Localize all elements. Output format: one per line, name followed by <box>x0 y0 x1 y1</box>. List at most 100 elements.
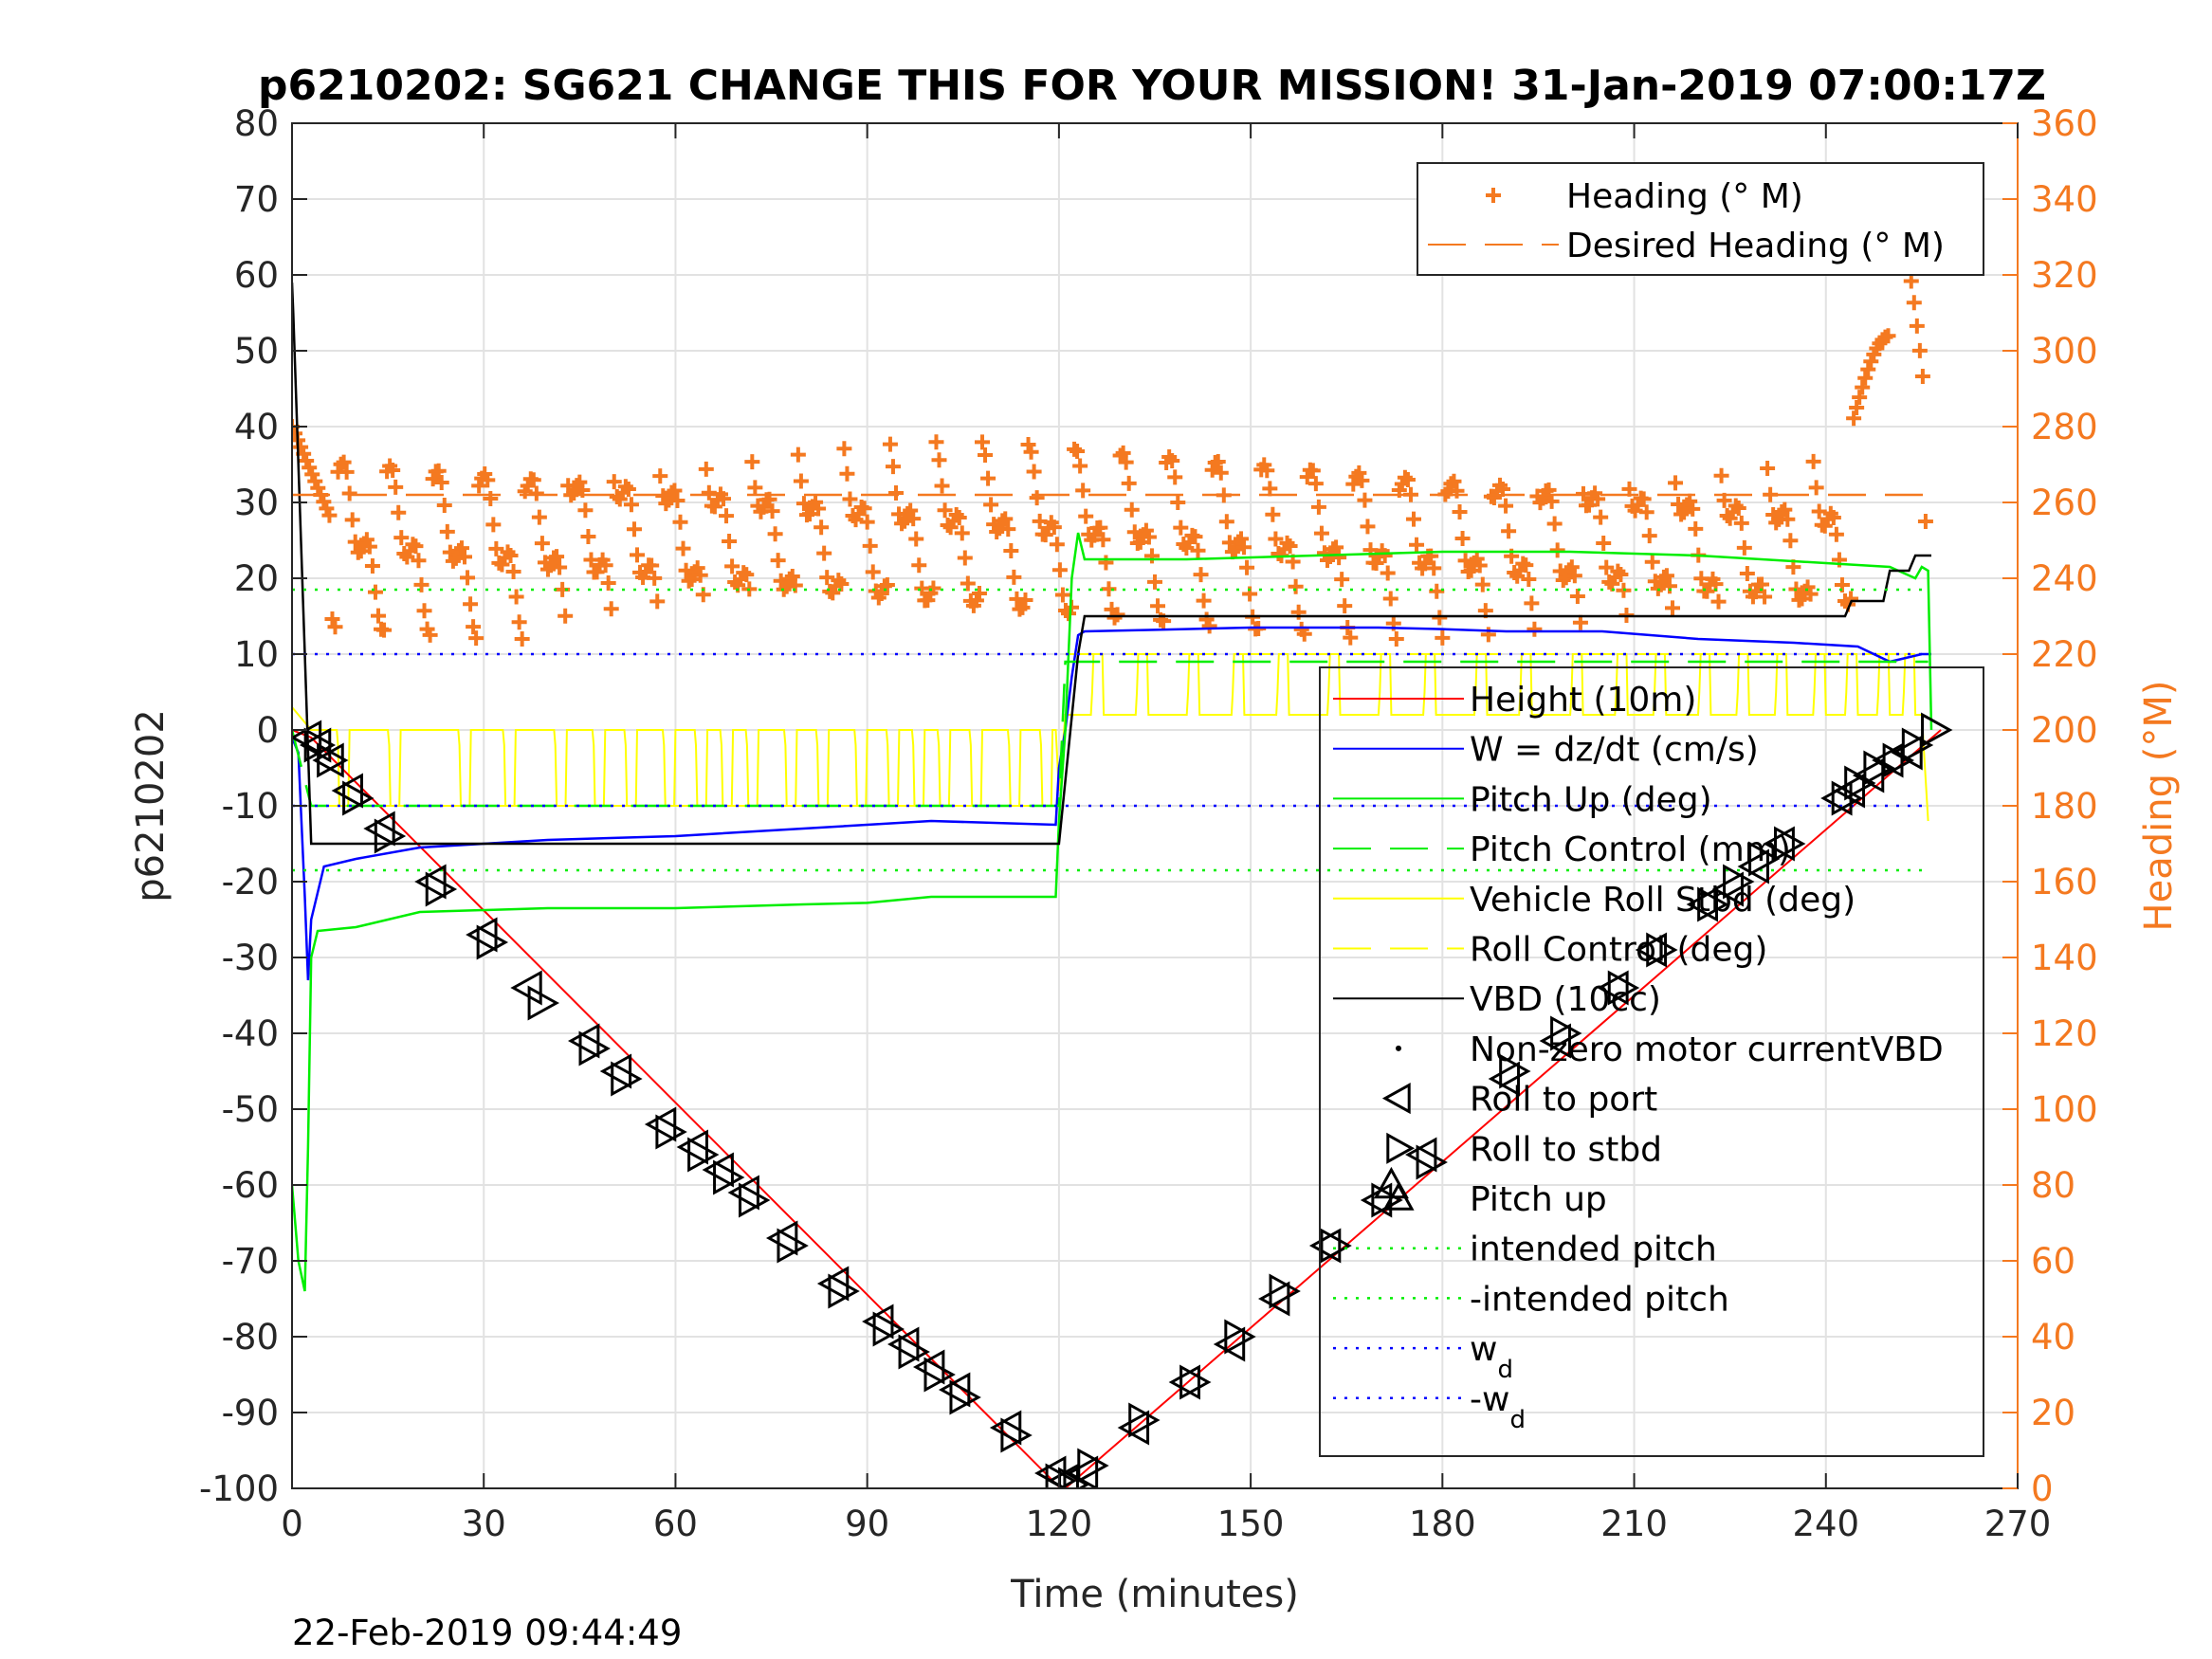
heading-point <box>1173 520 1189 536</box>
heading-point <box>1593 509 1609 525</box>
heading-point <box>353 543 369 559</box>
heading-point <box>920 592 936 609</box>
heading-point <box>1305 463 1321 479</box>
heading-point <box>376 622 393 638</box>
heading-point <box>1581 497 1598 513</box>
roll-to-port-marker <box>599 1053 632 1089</box>
roll-to-port-marker <box>862 1304 894 1340</box>
heading-point <box>925 580 941 596</box>
heading-point <box>1143 548 1160 564</box>
heading-point <box>321 507 338 523</box>
heading-point <box>453 540 469 556</box>
roll-to-stbd-marker <box>1269 1273 1301 1309</box>
y-tick-label: -60 <box>222 1165 279 1206</box>
y2-tick-label: 200 <box>2031 710 2098 751</box>
y-tick-label: -30 <box>222 938 279 978</box>
heading-point <box>978 447 994 463</box>
heading-point <box>1524 595 1540 611</box>
y2-tick-label: 140 <box>2031 938 2098 978</box>
y-tick-label: -70 <box>222 1241 279 1282</box>
heading-point <box>1555 573 1571 589</box>
legend-main-label: VBD (10cc) <box>1470 980 1661 1019</box>
y-tick-label: -50 <box>222 1089 279 1130</box>
roll-to-stbd-marker <box>342 780 375 816</box>
heading-point <box>1638 504 1654 520</box>
heading-point <box>485 517 502 533</box>
heading-point <box>558 608 574 624</box>
heading-point <box>1549 542 1565 558</box>
heading-point <box>1426 560 1442 576</box>
heading-point <box>422 627 438 643</box>
heading-point <box>577 502 594 519</box>
legend-heading-label: Heading (° M) <box>1566 177 1803 216</box>
heading-point <box>1860 361 1876 377</box>
heading-point <box>1661 578 1677 594</box>
heading-point <box>1234 531 1249 547</box>
heading-point <box>471 478 487 494</box>
heading-point <box>1075 483 1091 499</box>
heading-point <box>1150 598 1166 614</box>
heading-point <box>336 454 352 470</box>
heading-point <box>1526 621 1543 637</box>
heading-point <box>903 502 919 519</box>
right-axis: 3603403203002802602402202001801601401201… <box>2002 103 2098 1509</box>
heading-point <box>897 513 913 529</box>
heading-point <box>1544 493 1560 509</box>
heading-point <box>1435 629 1451 646</box>
heading-point <box>1665 600 1680 616</box>
heading-point <box>1006 569 1022 585</box>
series-pitch-control-mm <box>292 660 1929 808</box>
roll-to-port-marker <box>1168 1364 1200 1400</box>
roll-to-stbd-marker <box>1882 742 1915 778</box>
y2-tick-label: 300 <box>2031 331 2098 372</box>
heading-point <box>1782 533 1799 549</box>
heading-point <box>724 558 740 574</box>
legend-main-label: Pitch Control (mm) <box>1470 830 1791 869</box>
heading-point <box>483 491 499 507</box>
heading-point <box>1685 501 1701 517</box>
heading-point <box>1610 563 1626 579</box>
heading-point <box>1501 523 1517 539</box>
heading-point <box>839 465 855 482</box>
heading-point <box>1193 567 1209 583</box>
roll-to-stbd-marker <box>578 1030 611 1066</box>
legend-main-label: wd <box>1470 1330 1513 1384</box>
heading-point <box>644 557 660 574</box>
heading-point <box>1454 530 1471 546</box>
heading-point <box>445 553 461 569</box>
heading-point <box>1558 570 1574 586</box>
roll-to-stbd-marker <box>1499 1053 1531 1089</box>
legend-main-label: Height (10m) <box>1470 681 1696 720</box>
heading-point <box>543 557 558 574</box>
heading-point <box>514 630 530 647</box>
heading-point <box>1345 476 1362 492</box>
heading-point <box>1382 591 1398 607</box>
legend-swatch <box>1382 1181 1415 1211</box>
x-axis-label: Time (minutes) <box>1010 1573 1299 1616</box>
legend-swatch <box>1386 1132 1416 1164</box>
heading-point <box>1644 554 1660 570</box>
legend-heading-box <box>1417 162 1984 276</box>
heading-point <box>580 529 596 545</box>
left-axis: 80 70 60 50 40 30 20 10 0 -10 -20 -30 -40 -50 -60 -70 -8… <box>199 103 307 1509</box>
heading-point <box>747 480 763 496</box>
y2-tick-label: 40 <box>2031 1317 2075 1358</box>
y-tick-label: -20 <box>222 862 279 902</box>
heading-point <box>1733 515 1749 531</box>
heading-point <box>630 547 645 563</box>
heading-point <box>531 509 547 525</box>
heading-point <box>1380 565 1396 581</box>
series-w-dz-dt-cm-s <box>292 626 1931 981</box>
heading-point <box>908 531 924 547</box>
heading-point <box>1429 583 1445 599</box>
heading-point <box>1535 490 1551 506</box>
heading-point <box>1903 273 1919 289</box>
roll-to-port-marker <box>702 1152 734 1188</box>
y2-tick-label: 180 <box>2031 786 2098 827</box>
heading-point <box>1147 574 1162 590</box>
heading-point <box>669 492 686 508</box>
heading-point <box>1472 557 1488 574</box>
heading-point <box>819 570 835 586</box>
heading-point <box>1909 318 1925 334</box>
heading-point <box>1095 532 1111 548</box>
